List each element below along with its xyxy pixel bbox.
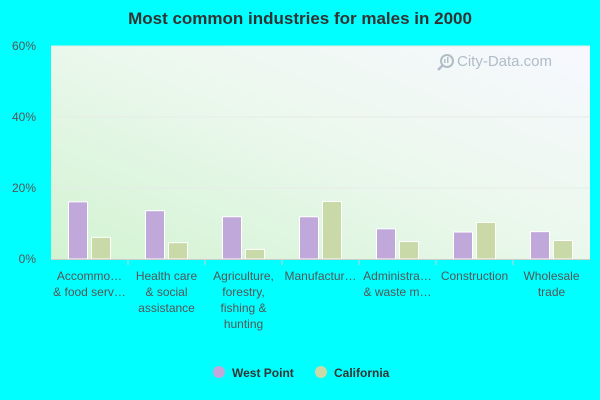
y-tick-label: 0%: [19, 252, 37, 266]
bar-west-point: [222, 216, 242, 260]
bar-west-point: [68, 201, 88, 260]
legend-swatch: [213, 366, 225, 378]
magnifier-chart-icon: [437, 54, 454, 71]
x-axis: Accommo… & food serv… Health care & social a…: [51, 259, 590, 331]
watermark: City-Data.com: [437, 53, 552, 71]
plot-area: [51, 46, 590, 259]
bar-west-point: [530, 231, 550, 260]
x-category-label: Accommo… & food serv…: [53, 269, 126, 299]
bar-california: [476, 221, 496, 260]
x-category-label: Manufactur…: [284, 269, 356, 283]
bar-california: [399, 241, 419, 260]
x-category-label: Health care & social assistance: [136, 269, 198, 315]
legend-label: California: [334, 366, 390, 380]
x-category-label: Wholesale trade: [523, 269, 579, 299]
bar-california: [322, 200, 342, 260]
bar-west-point: [453, 231, 473, 260]
watermark-text: City-Data.com: [457, 53, 552, 70]
legend-swatch: [315, 366, 327, 378]
legend: West Point California: [213, 366, 390, 380]
x-category-label: Agriculture, forestry, fishing & hunting: [213, 269, 274, 331]
bar-west-point: [299, 216, 319, 260]
bar-west-point: [376, 228, 396, 260]
chart-title: Most common industries for males in 2000: [128, 9, 472, 28]
legend-label: West Point: [232, 366, 294, 380]
bars: [68, 200, 573, 260]
x-category-label: Administra… & waste m…: [363, 269, 432, 299]
x-category-label: Construction: [441, 269, 508, 283]
bar-california: [168, 242, 188, 260]
y-axis: 0% 20% 40% 60%: [12, 39, 36, 266]
grid-lines: [51, 45, 590, 189]
bar-california: [553, 240, 573, 260]
bar-california: [91, 236, 111, 260]
bar-west-point: [145, 210, 165, 260]
y-tick-label: 60%: [12, 39, 36, 53]
y-tick-label: 40%: [12, 110, 36, 124]
bar-california: [245, 248, 265, 260]
y-tick-label: 20%: [12, 181, 36, 195]
